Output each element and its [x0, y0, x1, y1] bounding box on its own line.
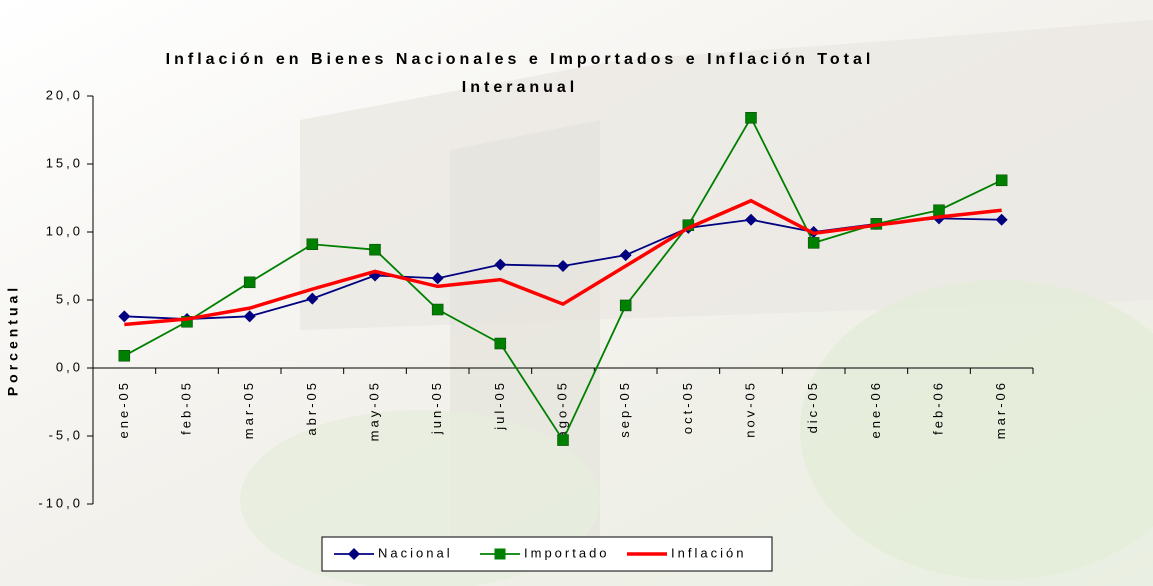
legend-label: Importado: [524, 545, 610, 560]
data-point: [118, 310, 131, 323]
data-point: [118, 350, 131, 362]
x-tick-label: ago-05: [554, 380, 569, 438]
data-point: [995, 174, 1008, 187]
data-point: [494, 258, 507, 271]
x-tick-label: ene-06: [868, 380, 883, 438]
data-point: [431, 272, 444, 285]
y-tick-label: -10,0: [38, 495, 83, 510]
chart-title: Inflación en Bienes Nacionales e Importa…: [166, 51, 875, 68]
series-line: [124, 198, 1002, 327]
data-point: [807, 237, 820, 249]
legend-label: Inflación: [671, 545, 746, 560]
y-tick-label: 10,0: [46, 223, 83, 238]
data-point: [369, 243, 381, 256]
x-tick-label: jun-05: [429, 380, 444, 435]
x-tick-label: nov-05: [742, 380, 757, 438]
data-point: [306, 238, 319, 250]
x-tick-label: sep-05: [617, 380, 632, 438]
data-point: [181, 316, 193, 328]
x-tick-label: feb-05: [178, 380, 193, 435]
x-tick-label: feb-06: [930, 380, 945, 435]
data-point: [306, 292, 319, 305]
data-point: [619, 249, 632, 262]
x-tick-label: mar-06: [993, 380, 1008, 439]
x-tick-label: may-05: [366, 380, 381, 441]
legend: [321, 536, 773, 572]
chart-title: Interanual: [462, 79, 578, 96]
data-point: [745, 112, 757, 124]
data-point: [494, 337, 507, 350]
y-tick-label: -5,0: [49, 427, 83, 442]
data-point: [619, 299, 632, 312]
legend-label: Nacional: [378, 545, 453, 560]
data-point: [243, 276, 256, 289]
x-tick-label: oct-05: [680, 380, 695, 434]
data-point: [557, 434, 569, 446]
y-tick-label: 0,0: [56, 359, 83, 374]
x-tick-label: ene-05: [116, 380, 131, 438]
data-point: [557, 260, 569, 272]
data-point: [243, 310, 256, 323]
legend-marker: [348, 548, 360, 560]
x-tick-label: jul-05: [492, 380, 507, 431]
data-point: [745, 213, 757, 226]
data-point: [933, 204, 945, 216]
legend-marker: [494, 548, 506, 560]
x-tick-label: mar-05: [241, 380, 256, 439]
x-tick-label: dic-05: [805, 380, 820, 433]
x-tick-label: abr-05: [304, 380, 319, 436]
y-axis-label: Porcentual: [5, 284, 21, 396]
data-point: [431, 303, 444, 316]
y-tick-label: 5,0: [56, 291, 83, 306]
data-point: [995, 213, 1008, 226]
background-palm: [800, 280, 1153, 580]
y-tick-label: 20,0: [46, 87, 83, 102]
y-tick-label: 15,0: [46, 155, 83, 170]
